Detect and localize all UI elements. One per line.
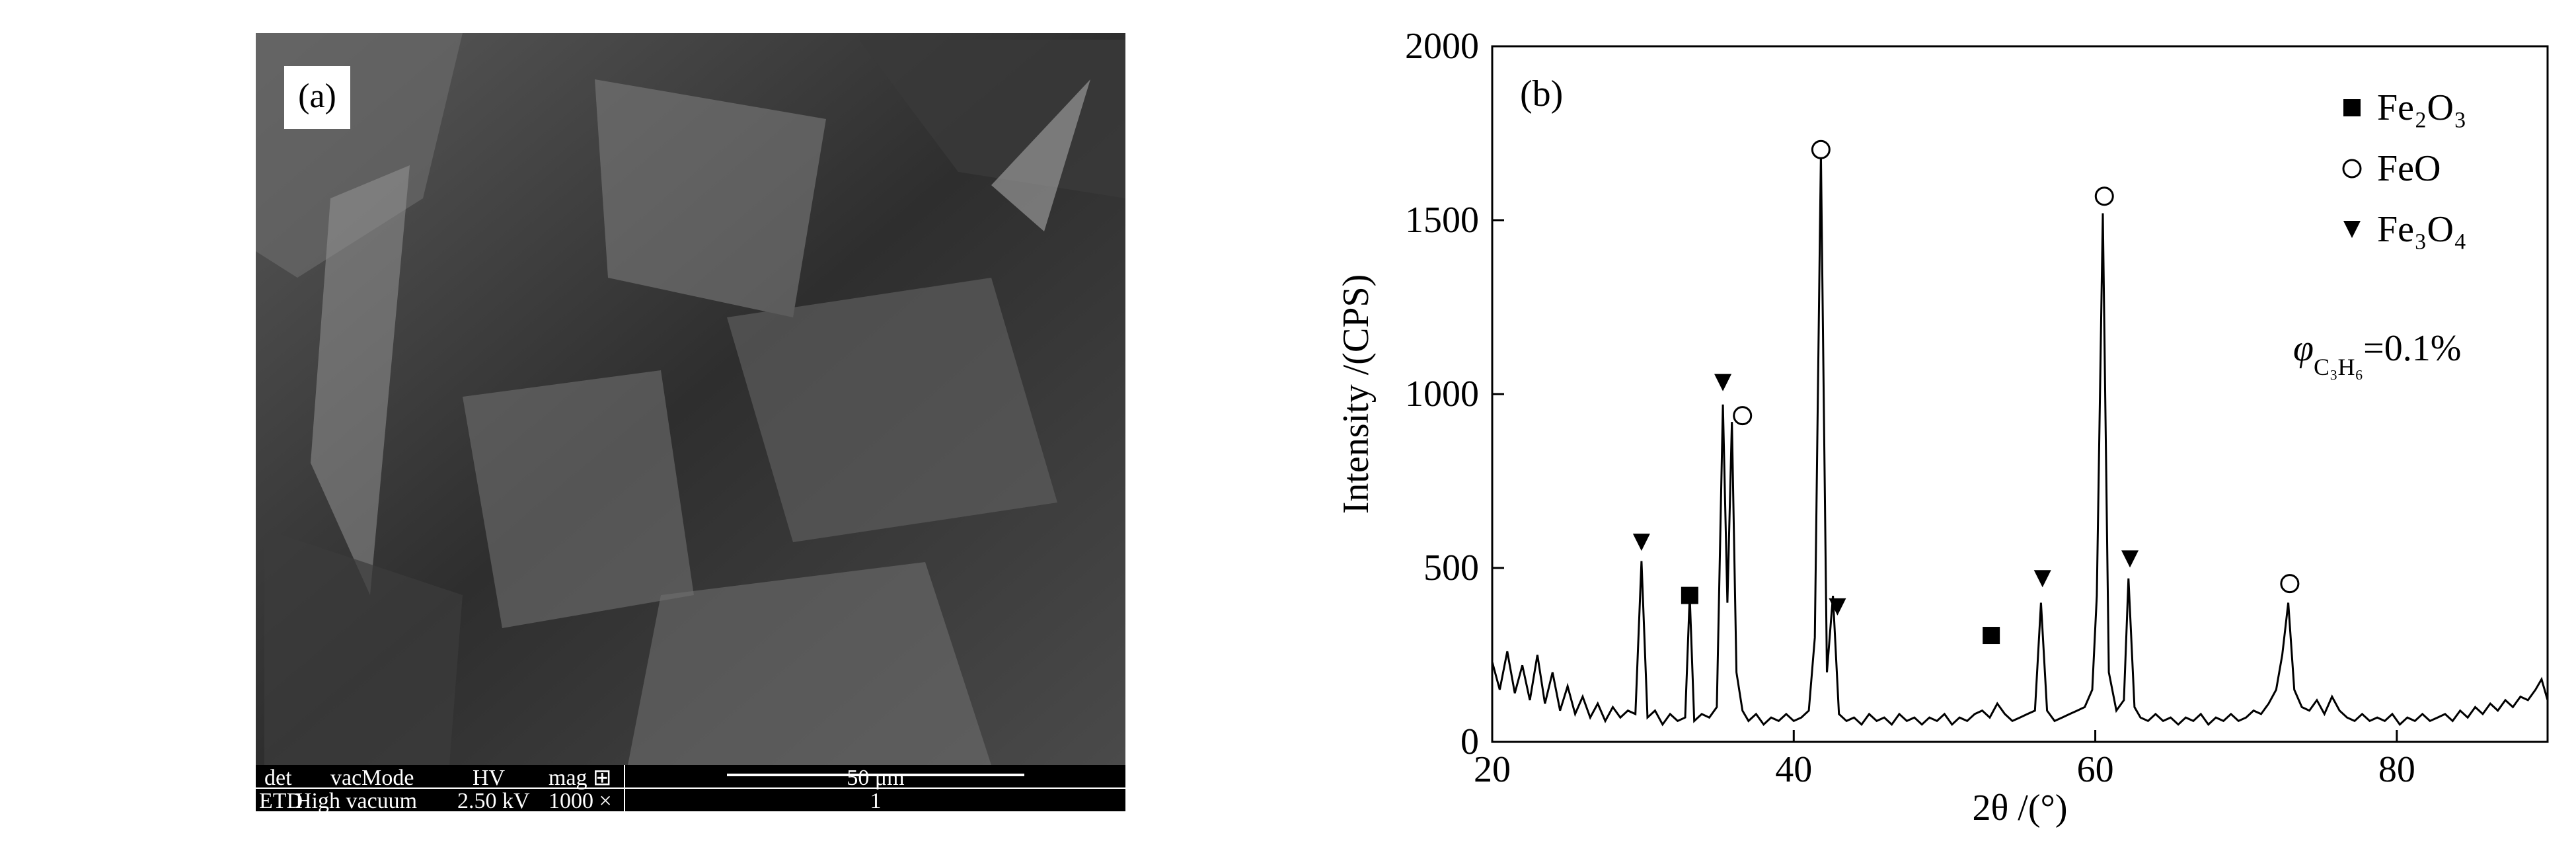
- annotation-symbol: φ: [2293, 328, 2314, 369]
- info-head: det: [264, 766, 292, 790]
- x-tick-label: 40: [1775, 749, 1812, 790]
- legend-symbol: [2342, 159, 2362, 179]
- y-tick-label: 1000: [1405, 374, 1479, 415]
- legend-label: Fe₃O₄: [2377, 209, 2467, 250]
- phase-marker: [1714, 374, 1732, 391]
- sem-image: (a): [256, 33, 1125, 765]
- phase-marker: [1829, 598, 1846, 616]
- phase-marker: [2280, 574, 2300, 594]
- x-tick-label: 80: [2378, 749, 2415, 790]
- legend-label: FeO: [2377, 148, 2441, 189]
- legend-symbol: [2343, 99, 2361, 116]
- info-value: 1000 ×: [549, 789, 612, 813]
- x-tick-label: 20: [1474, 749, 1511, 790]
- info-head: vacMode: [330, 766, 414, 790]
- info-head: mag ⊞: [549, 766, 612, 790]
- y-axis-label: Intensity /(CPS): [1336, 274, 1377, 514]
- phase-marker: [1811, 140, 1831, 159]
- info-value: 2.50 kV: [457, 789, 530, 813]
- x-tick-label: 60: [2077, 749, 2114, 790]
- annotation: φC₃H₆=0.1%: [2293, 328, 2461, 380]
- info-bar: [256, 765, 1125, 811]
- x-axis-label: 2θ /(°): [1972, 787, 2067, 828]
- legend-label: Fe₂O₃: [2377, 87, 2467, 128]
- info-head: HV: [473, 766, 506, 790]
- phase-marker: [1983, 627, 2000, 645]
- panel-label-box: [284, 66, 350, 129]
- phase-marker: [1632, 534, 1650, 551]
- annotation-text: =0.1%: [2363, 328, 2461, 369]
- xrd-line: [1491, 154, 2549, 727]
- panel-label: (a): [298, 77, 336, 115]
- info-value: High vacuum: [295, 789, 417, 813]
- legend-symbol: [2343, 221, 2361, 238]
- info-value: ETD: [259, 789, 303, 813]
- scale-row: 1: [870, 789, 882, 813]
- y-tick-label: 0: [1460, 721, 1479, 762]
- phase-marker: [1681, 586, 1698, 604]
- phase-marker: [2094, 186, 2114, 206]
- y-tick-label: 2000: [1405, 26, 1479, 67]
- y-tick-label: 500: [1423, 547, 1479, 588]
- panel-label: (b): [1520, 73, 1563, 114]
- y-tick-label: 1500: [1405, 200, 1479, 241]
- phase-marker: [2033, 570, 2051, 588]
- phase-marker: [1733, 406, 1753, 426]
- phase-marker: [2121, 550, 2139, 568]
- scale-label: 50 μm: [847, 766, 904, 790]
- annotation-subscript: C₃H₆: [2314, 354, 2363, 380]
